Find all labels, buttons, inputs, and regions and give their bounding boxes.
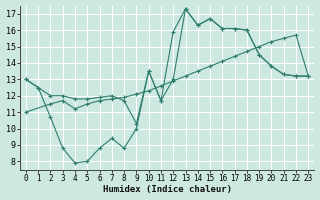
X-axis label: Humidex (Indice chaleur): Humidex (Indice chaleur): [103, 185, 232, 194]
